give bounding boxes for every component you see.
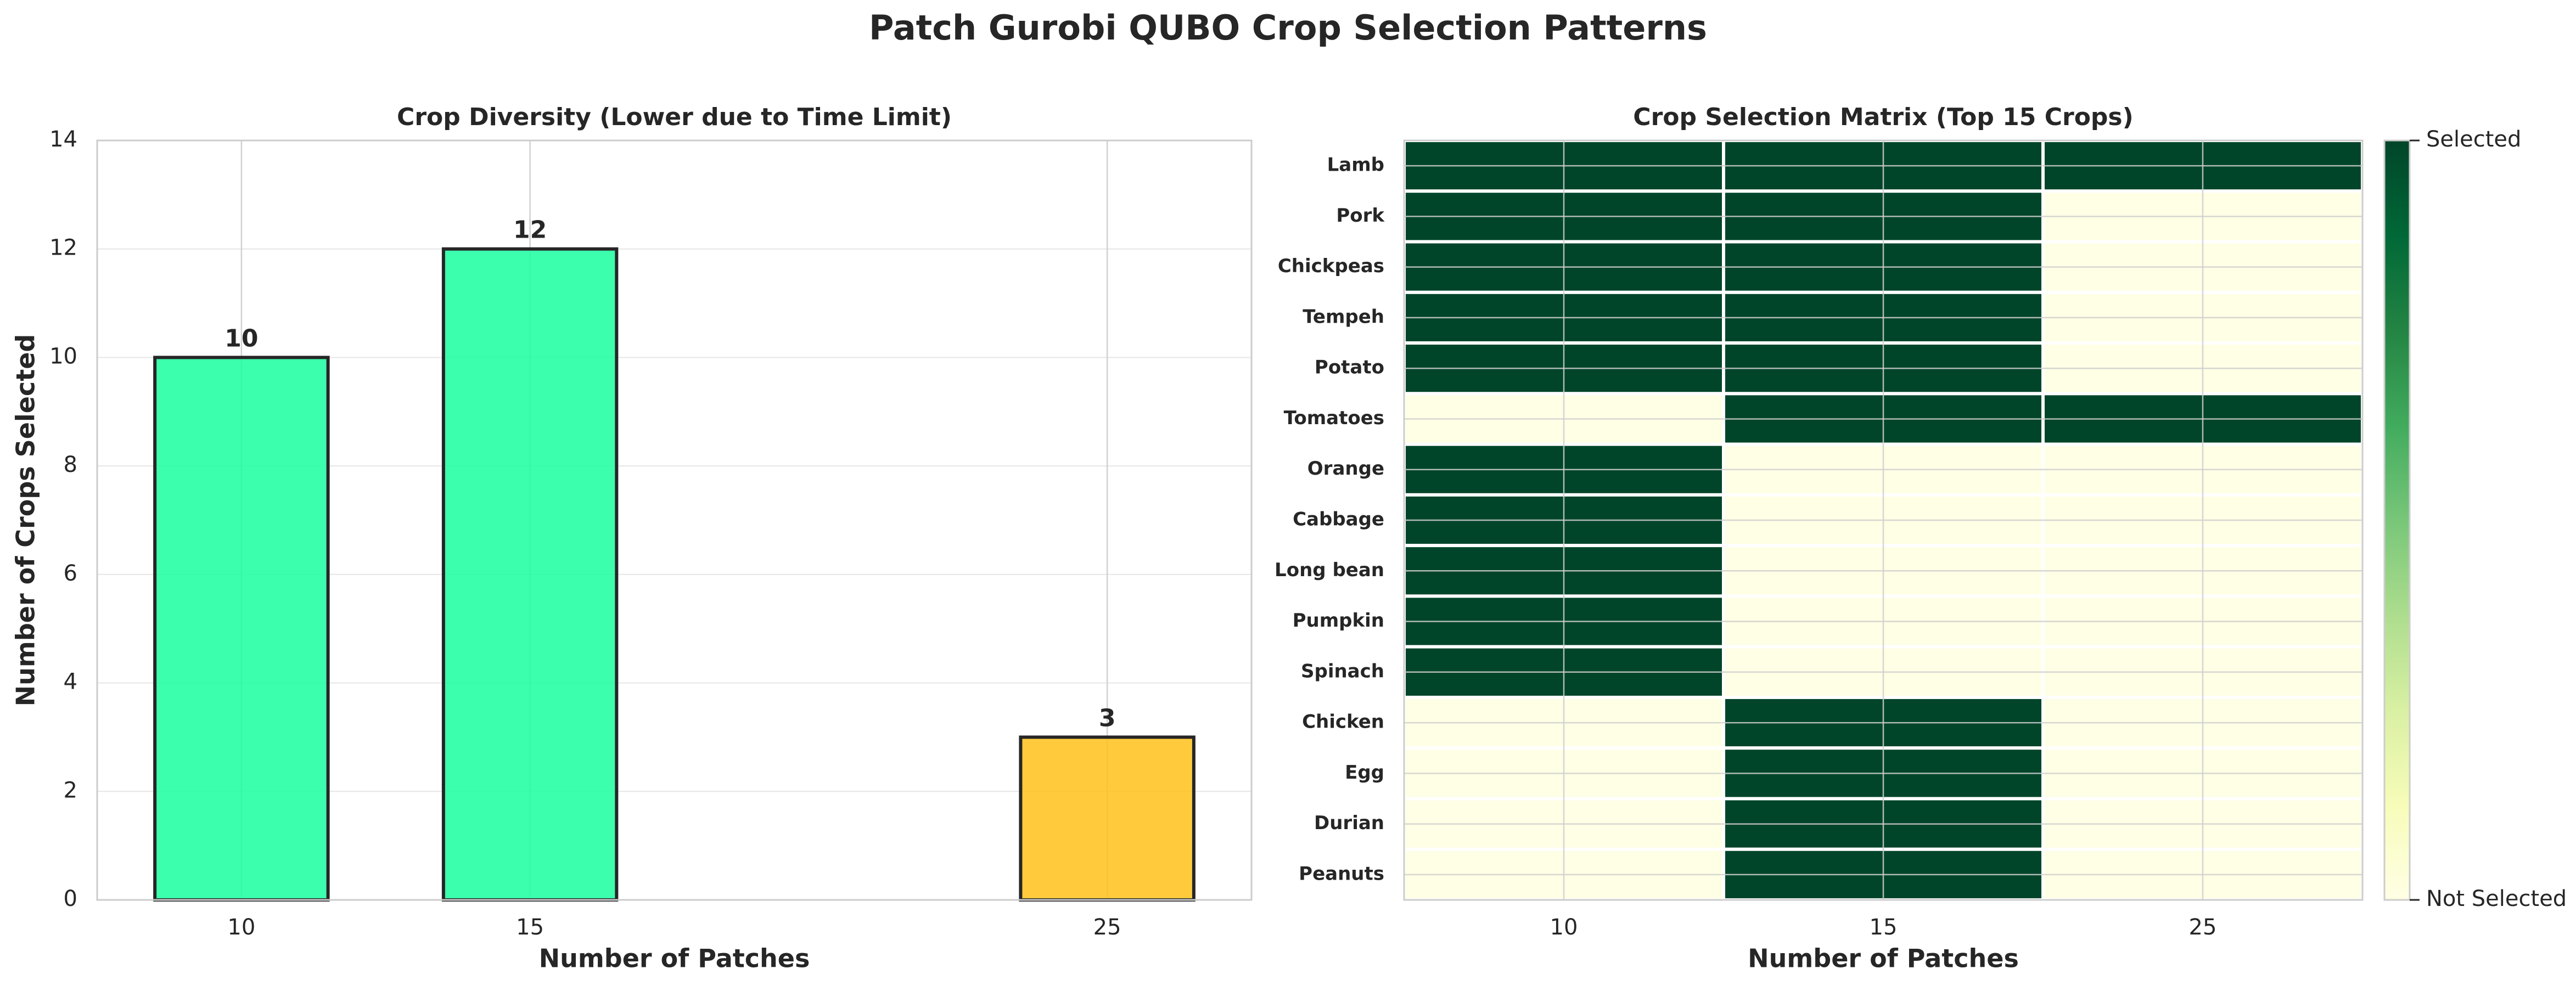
heatmap-row-label: Tempeh — [1303, 306, 1384, 328]
y-tick-label: 4 — [64, 669, 77, 695]
colorbar-label-not-selected: Not Selected — [2426, 886, 2567, 911]
heatmap-col-label: 10 — [1550, 915, 1578, 940]
bar-chart-title: Crop Diversity (Lower due to Time Limit) — [397, 103, 952, 131]
colorbar-label-selected: Selected — [2426, 127, 2521, 152]
heatmap-row-label: Potato — [1315, 357, 1384, 379]
bar-y-axis-label: Number of Crops Selected — [11, 334, 41, 707]
heatmap-row-label: Tomatoes — [1284, 407, 1384, 429]
x-tick-label: 10 — [227, 915, 255, 940]
figure-title: Patch Gurobi QUBO Crop Selection Pattern… — [869, 8, 1707, 48]
y-tick-label: 10 — [49, 344, 77, 369]
heatmap-row-label: Cabbage — [1293, 509, 1384, 531]
bar-25 — [1019, 735, 1196, 902]
y-tick-label: 2 — [64, 778, 77, 803]
colorbar — [2383, 139, 2411, 901]
y-tick-label: 8 — [64, 452, 77, 477]
heatmap-row-label: Pork — [1336, 205, 1385, 227]
bar-value-label: 12 — [513, 216, 547, 244]
y-tick-label: 12 — [49, 235, 77, 261]
heatmap-row-label: Long bean — [1275, 559, 1384, 581]
heatmap-frame — [1403, 139, 2364, 901]
y-tick-label: 14 — [49, 127, 77, 152]
heatmap-row-label: Orange — [1307, 458, 1384, 480]
y-tick-label: 6 — [64, 561, 77, 586]
heatmap-panel: Lamb Pork Chickpeas Tempeh Potato Tomatoes Ora… — [1275, 103, 2567, 973]
bar-axes-frame — [96, 139, 1253, 901]
heatmap-row-label: Pumpkin — [1293, 610, 1384, 632]
heatmap-title: Crop Selection Matrix (Top 15 Crops) — [1633, 103, 2133, 131]
bar-10 — [153, 356, 330, 902]
bar-x-axis-label: Number of Patches — [539, 944, 810, 973]
heatmap-x-axis-label: Number of Patches — [1748, 944, 2019, 973]
bar-value-label: 3 — [1099, 704, 1116, 732]
heatmap-row-label: Spinach — [1301, 660, 1384, 682]
bar-15 — [441, 247, 619, 902]
heatmap-col-label: 25 — [2189, 915, 2217, 940]
heatmap-row-label: Durian — [1314, 812, 1384, 834]
bar-value-label: 10 — [225, 324, 258, 352]
x-tick-label: 25 — [1093, 915, 1121, 940]
heatmap-row-label: Egg — [1345, 762, 1384, 784]
heatmap-row-label: Chicken — [1302, 711, 1384, 733]
heatmap-row-label: Chickpeas — [1278, 255, 1384, 277]
x-tick-label: 15 — [516, 915, 544, 940]
heatmap-col-label: 15 — [1870, 915, 1898, 940]
heatmap-row-label: Lamb — [1327, 154, 1384, 176]
y-tick-label: 0 — [64, 886, 77, 911]
bar-chart-panel: 10 12 3 0 2 4 6 8 10 12 14 10 15 25 Crop Diversity (Lo… — [11, 103, 1253, 973]
heatmap-row-label: Peanuts — [1299, 863, 1384, 885]
